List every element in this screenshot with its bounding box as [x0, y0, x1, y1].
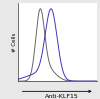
Y-axis label: # Cells: # Cells: [12, 32, 17, 52]
Text: Anti-KLF15: Anti-KLF15: [45, 94, 78, 99]
